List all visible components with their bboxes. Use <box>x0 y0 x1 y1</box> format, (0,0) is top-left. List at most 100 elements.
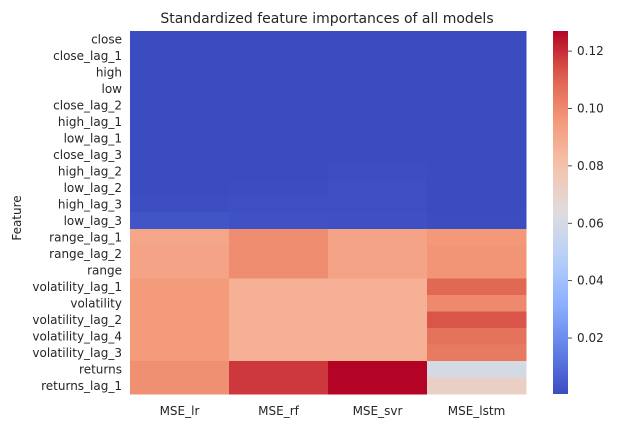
heatmap-cell <box>229 80 329 98</box>
colorbar-tick-label: 0.10 <box>577 101 604 115</box>
heatmap-cell <box>130 163 230 180</box>
heatmap-cell <box>229 328 329 345</box>
heatmap-cell <box>427 31 527 48</box>
heatmap-cell <box>427 361 527 378</box>
heatmap-cell <box>229 130 329 147</box>
y-axis-label: Feature <box>10 195 24 240</box>
row-label: high_lag_3 <box>58 197 122 211</box>
heatmap-cell <box>130 64 230 81</box>
heatmap-cell <box>328 361 428 378</box>
heatmap-cell <box>229 295 329 312</box>
row-label: range_lag_2 <box>49 247 122 261</box>
heatmap-cell <box>229 311 329 329</box>
heatmap-cell <box>328 212 428 230</box>
column-label: MSE_rf <box>258 404 299 418</box>
heatmap-cells <box>130 31 527 395</box>
colorbar <box>553 31 568 394</box>
colorbar-ticks: 0.02 0.04 0.06 0.08 0.10 0.12 <box>568 44 604 345</box>
heatmap-cell <box>328 31 428 48</box>
heatmap-cell <box>130 245 230 263</box>
heatmap-cell <box>427 262 527 279</box>
heatmap-cell <box>130 130 230 147</box>
heatmap-cell <box>130 328 230 345</box>
row-label: returns <box>79 362 122 376</box>
heatmap-cell <box>229 196 329 213</box>
heatmap-cell <box>130 146 230 164</box>
heatmap-cell <box>328 344 428 362</box>
heatmap-cell <box>427 64 527 81</box>
heatmap-cell <box>229 163 329 180</box>
column-label: MSE_lstm <box>448 404 506 418</box>
row-label: high_lag_1 <box>58 115 122 129</box>
heatmap-cell <box>427 47 527 65</box>
row-label: volatility_lag_4 <box>32 329 122 343</box>
heatmap-cell <box>427 113 527 131</box>
row-label: close_lag_3 <box>53 148 122 162</box>
colorbar-tick-label: 0.08 <box>577 159 604 173</box>
heatmap-cell <box>427 295 527 312</box>
row-label: close <box>91 32 122 46</box>
heatmap-cell <box>130 361 230 378</box>
row-label: volatility_lag_3 <box>32 346 122 360</box>
heatmap-cell <box>427 97 527 114</box>
heatmap-cell <box>328 377 428 395</box>
heatmap-cell <box>328 47 428 65</box>
heatmap-cell <box>229 344 329 362</box>
colorbar-tick-label: 0.12 <box>577 44 604 58</box>
heatmap-cell <box>130 295 230 312</box>
row-label: high <box>96 65 122 79</box>
heatmap-cell <box>229 278 329 296</box>
heatmap-cell <box>130 31 230 48</box>
heatmap-cell <box>427 245 527 263</box>
heatmap-cell <box>427 212 527 230</box>
row-label: low_lag_2 <box>64 181 122 195</box>
column-tick-labels: MSE_lr MSE_rf MSE_svr MSE_lstm <box>160 404 506 418</box>
heatmap-cell <box>229 179 329 197</box>
heatmap-cell <box>427 229 527 246</box>
heatmap-cell <box>328 80 428 98</box>
column-label: MSE_svr <box>353 404 403 418</box>
heatmap-cell <box>328 262 428 279</box>
heatmap-cell <box>427 311 527 329</box>
row-label: low_lag_1 <box>64 131 122 145</box>
heatmap-cell <box>328 146 428 164</box>
heatmap-cell <box>130 179 230 197</box>
row-label: range <box>87 263 122 277</box>
heatmap-cell <box>229 262 329 279</box>
heatmap-cell <box>130 212 230 230</box>
heatmap-cell <box>328 113 428 131</box>
heatmap-cell <box>130 47 230 65</box>
row-label: low_lag_3 <box>64 214 122 228</box>
heatmap-cell <box>328 229 428 246</box>
heatmap-cell <box>229 245 329 263</box>
row-label: low <box>102 82 123 96</box>
row-label: close_lag_2 <box>53 98 122 112</box>
heatmap-cell <box>427 146 527 164</box>
heatmap-cell <box>229 97 329 114</box>
colorbar-tick-label: 0.06 <box>577 216 604 230</box>
heatmap-cell <box>328 97 428 114</box>
heatmap-cell <box>427 377 527 395</box>
heatmap-cell <box>427 344 527 362</box>
heatmap-cell <box>328 179 428 197</box>
chart-title: Standardized feature importances of all … <box>160 11 493 27</box>
heatmap-cell <box>427 278 527 296</box>
heatmap-cell <box>229 146 329 164</box>
colorbar-tick-label: 0.02 <box>577 331 604 345</box>
heatmap-cell <box>130 344 230 362</box>
heatmap-cell <box>229 229 329 246</box>
row-label: returns_lag_1 <box>41 379 122 393</box>
column-label: MSE_lr <box>160 404 200 418</box>
heatmap-cell <box>130 97 230 114</box>
row-label: range_lag_1 <box>49 230 122 244</box>
heatmap-cell <box>229 113 329 131</box>
row-label: close_lag_1 <box>53 49 122 63</box>
heatmap-cell <box>130 80 230 98</box>
heatmap-cell <box>427 130 527 147</box>
heatmap-cell <box>130 113 230 131</box>
heatmap-cell <box>130 278 230 296</box>
heatmap-cell <box>229 377 329 395</box>
heatmap-cell <box>130 229 230 246</box>
